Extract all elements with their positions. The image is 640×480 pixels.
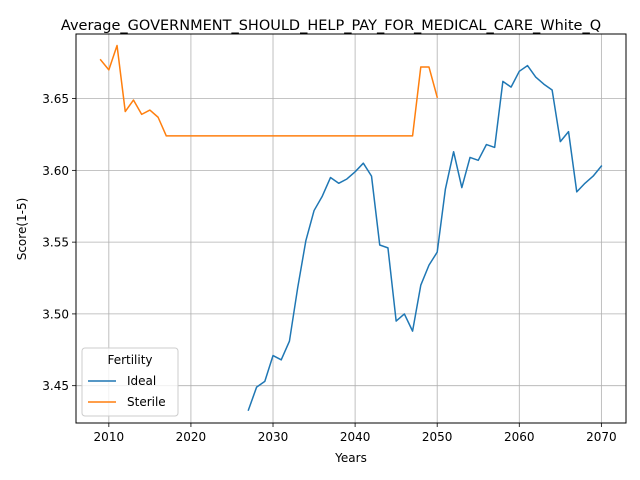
plot-frame [75, 33, 627, 424]
series-line-sterile [99, 44, 439, 137]
x-tick-label: 2030 [258, 430, 289, 444]
legend: Fertility Ideal Sterile [81, 347, 179, 417]
y-tick-label: 3.50 [42, 307, 69, 321]
x-axis-label: Years [334, 451, 367, 465]
x-tick-label: 2050 [422, 430, 453, 444]
y-axis-label: Score(1-5) [15, 198, 29, 261]
series-line-ideal [247, 64, 603, 412]
x-tick-label: 2060 [504, 430, 535, 444]
x-tick-label: 2070 [586, 430, 617, 444]
x-axis-ticks: 2010 2020 2030 2040 2050 2060 2070 [94, 423, 617, 444]
y-tick-label: 3.60 [42, 164, 69, 178]
x-tick-label: 2020 [176, 430, 207, 444]
y-axis-ticks: 3.45 3.50 3.55 3.60 3.65 [42, 92, 76, 393]
legend-label-ideal: Ideal [127, 374, 156, 388]
chart-title: Average_GOVERNMENT_SHOULD_HELP_PAY_FOR_M… [61, 18, 601, 34]
y-tick-label: 3.45 [42, 379, 69, 393]
series-lines [99, 44, 603, 412]
y-tick-label: 3.65 [42, 92, 69, 106]
x-tick-label: 2010 [94, 430, 125, 444]
y-tick-label: 3.55 [42, 236, 69, 250]
legend-title: Fertility [107, 353, 152, 367]
x-tick-label: 2040 [340, 430, 371, 444]
legend-box [81, 347, 179, 417]
legend-label-sterile: Sterile [127, 395, 166, 409]
